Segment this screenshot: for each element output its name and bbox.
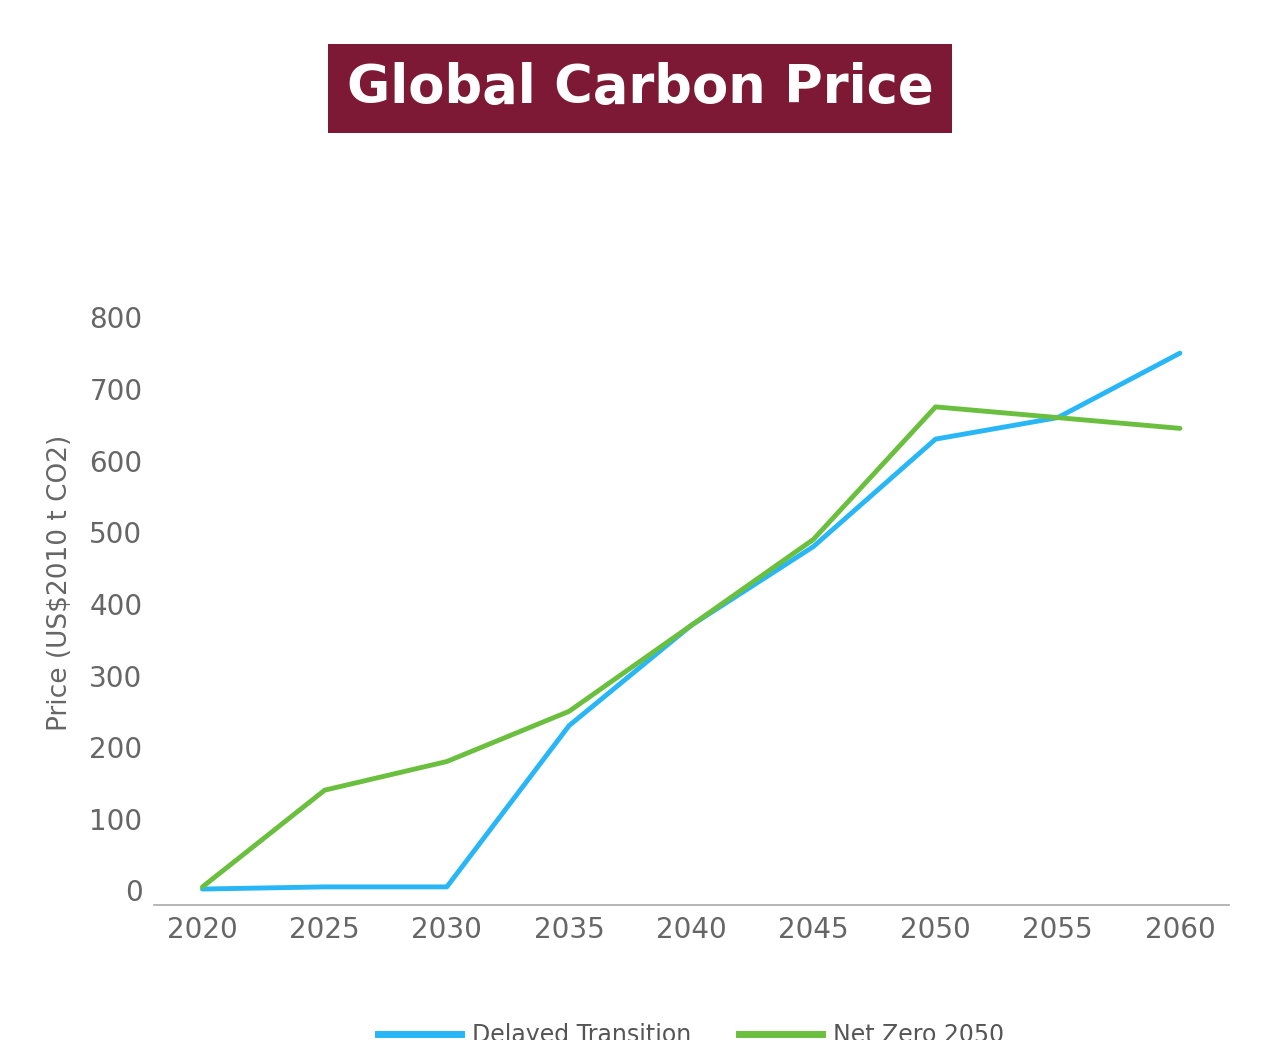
- Y-axis label: Price (US$2010 t CO2): Price (US$2010 t CO2): [46, 435, 73, 730]
- Text: Global Carbon Price: Global Carbon Price: [347, 62, 933, 114]
- Legend: Delayed Transition, Net Zero 2050: Delayed Transition, Net Zero 2050: [369, 1013, 1014, 1040]
